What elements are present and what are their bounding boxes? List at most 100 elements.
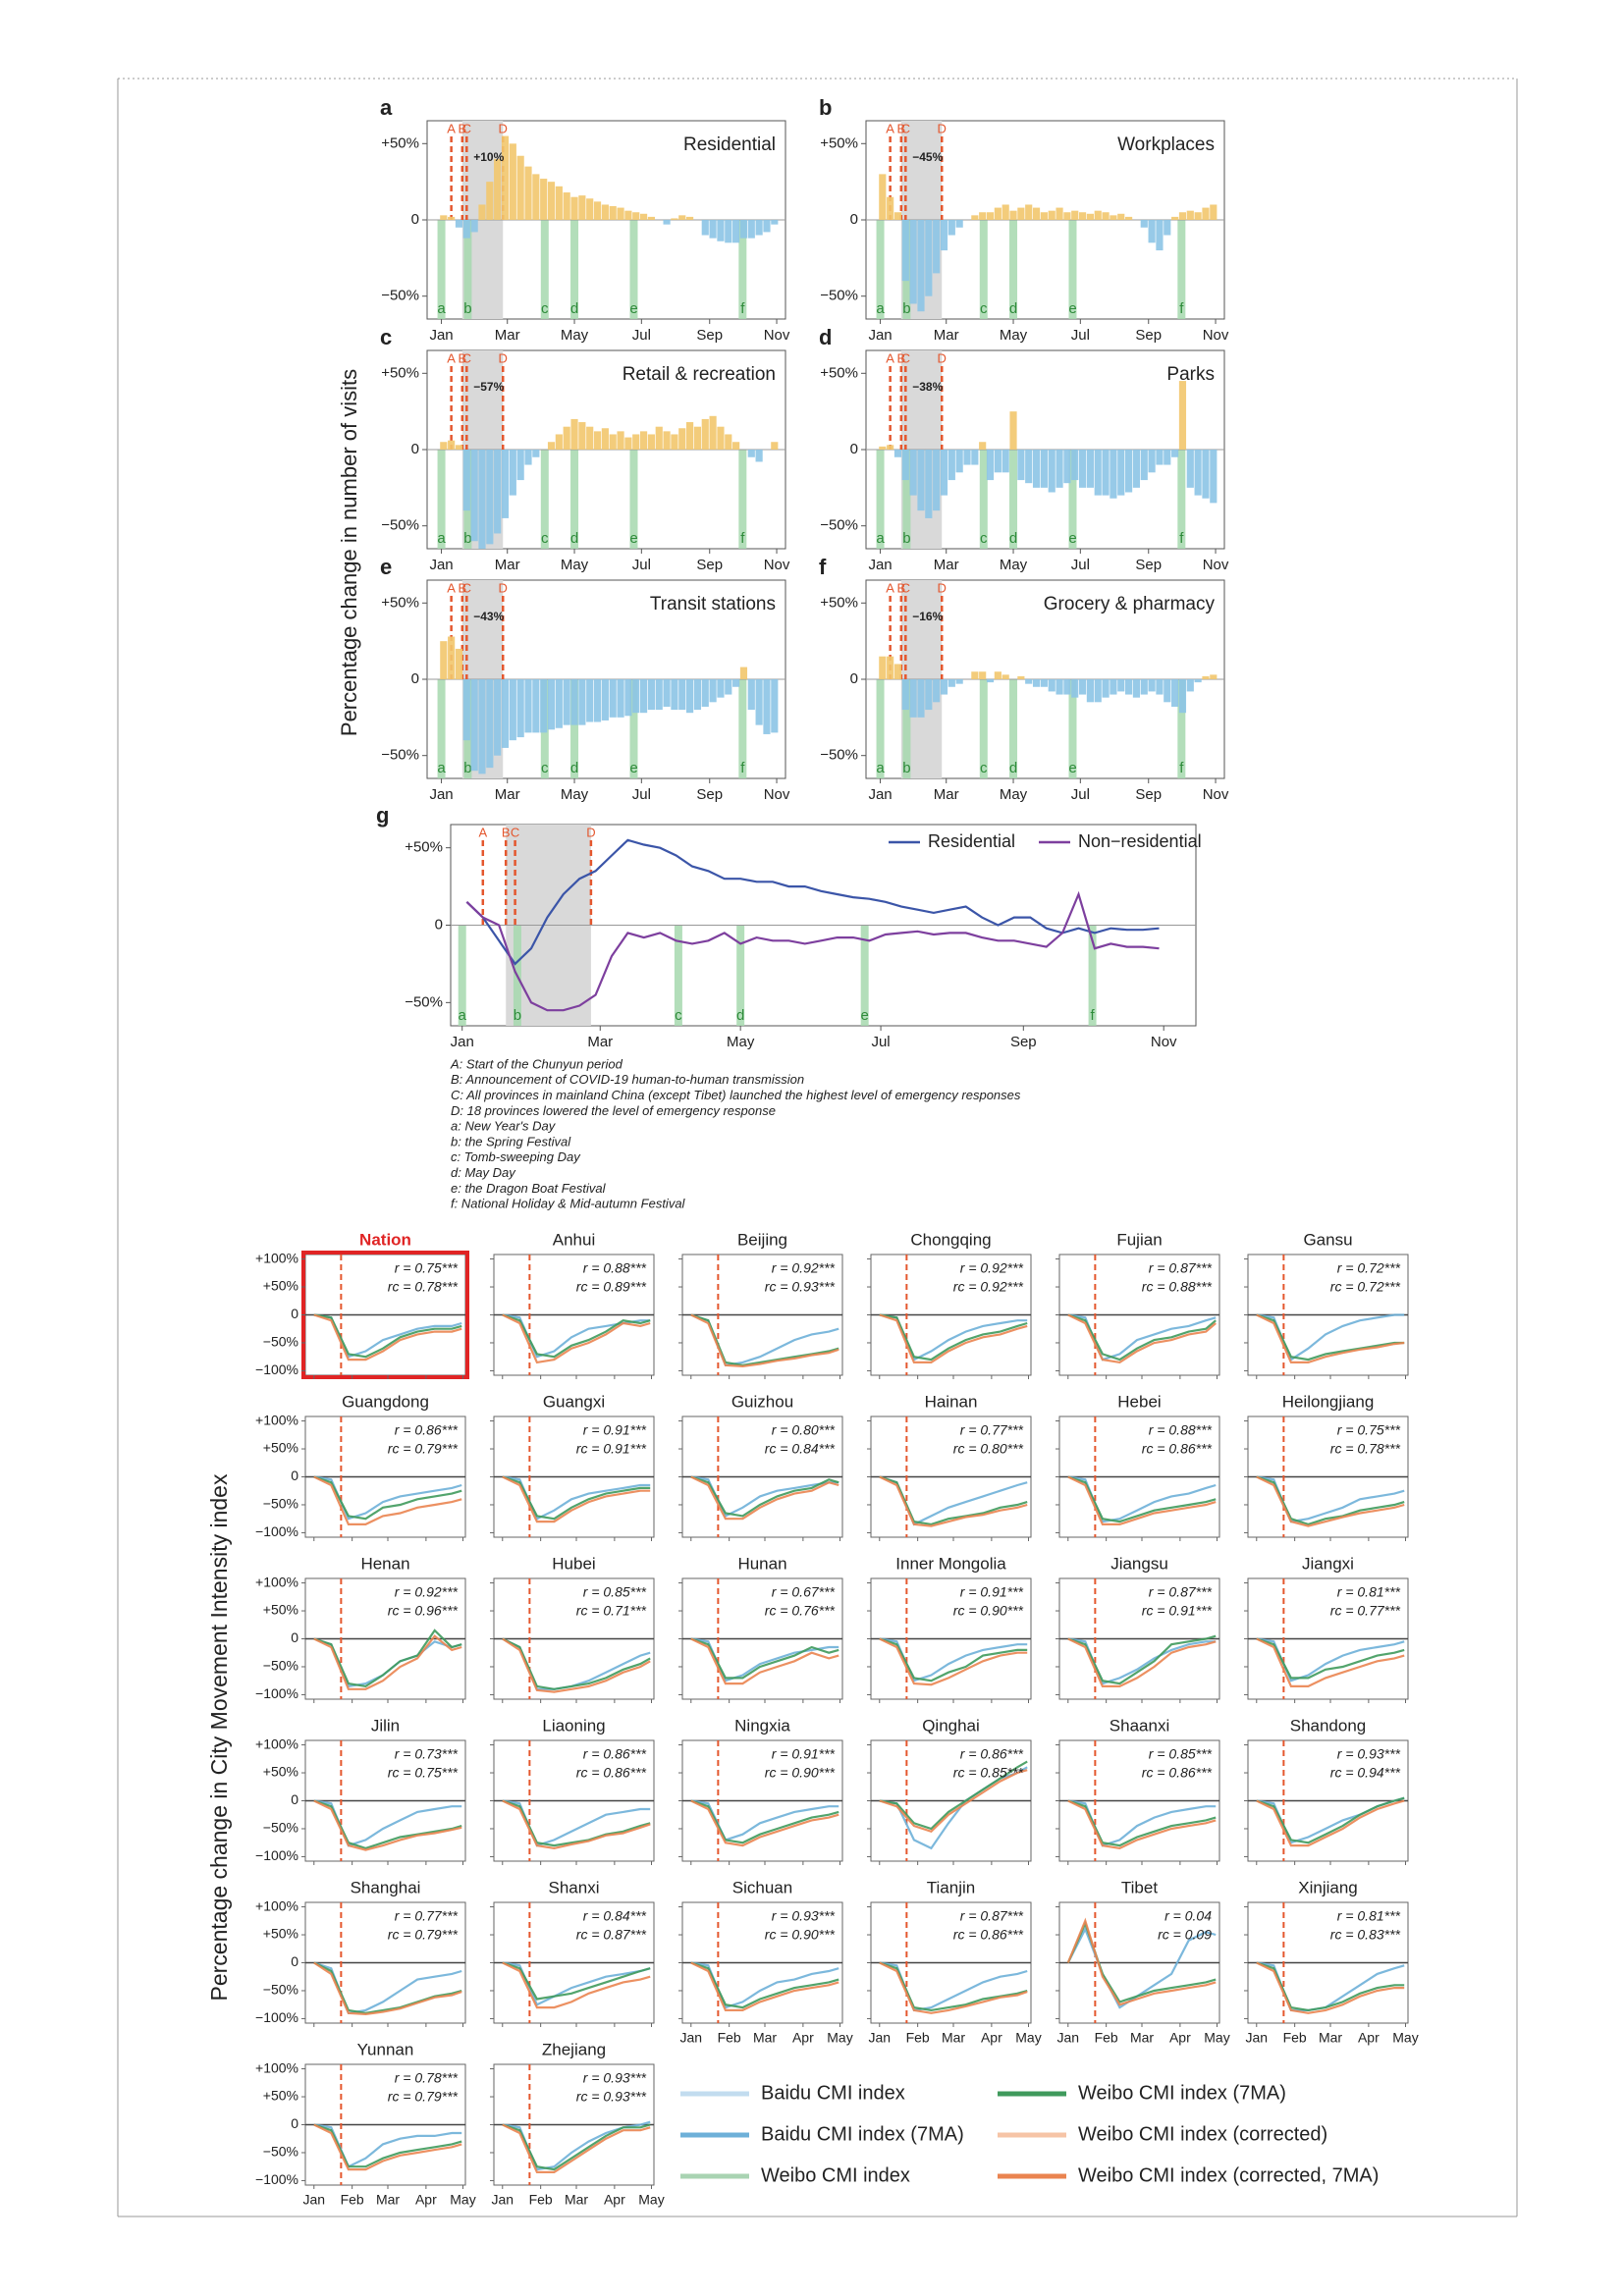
y-tick-label: −50%	[381, 517, 419, 534]
bar	[516, 679, 524, 738]
bar	[979, 671, 987, 679]
bar	[1048, 210, 1056, 220]
bar	[1178, 381, 1187, 450]
holiday-band	[738, 450, 747, 549]
series-line	[1256, 1637, 1405, 1680]
event-label: B	[896, 121, 905, 135]
panel-title: Gansu	[1303, 1230, 1352, 1249]
y-tick-label: 0	[291, 1468, 298, 1483]
bar	[647, 434, 655, 450]
series-line	[502, 2123, 651, 2171]
y-tick-label: +100%	[255, 1574, 298, 1589]
bar	[933, 450, 941, 511]
bar	[686, 216, 694, 220]
x-tick-label: Jan	[868, 557, 892, 573]
x-tick-label: Sep	[696, 327, 723, 344]
bar	[717, 679, 725, 698]
holiday-band	[1068, 450, 1077, 549]
panel-title: Sichuan	[732, 1878, 792, 1896]
bar	[578, 195, 586, 220]
bar	[563, 679, 570, 725]
holiday-label: d	[1009, 760, 1017, 776]
y-tick-label: +50%	[381, 594, 419, 611]
bar	[671, 679, 678, 711]
bar	[524, 450, 532, 465]
x-tick-label: Jul	[1071, 786, 1090, 803]
bar	[555, 434, 563, 450]
y-tick-label: 0	[850, 670, 858, 687]
panel-title: Anhui	[553, 1230, 595, 1249]
bar	[940, 450, 948, 496]
series-line	[1066, 1917, 1217, 2006]
bar	[747, 450, 755, 457]
bar	[462, 450, 470, 511]
bar	[725, 679, 732, 695]
panel-title: Shandong	[1290, 1716, 1367, 1735]
holiday-label: b	[463, 760, 471, 776]
series-line	[690, 1475, 839, 1518]
panel-title: Hainan	[925, 1392, 978, 1411]
x-tick-label: Mar	[1319, 2030, 1342, 2046]
r-label: r = 0.72***	[1337, 1260, 1401, 1276]
event-label: A	[447, 350, 456, 365]
holiday-band	[979, 220, 988, 319]
bar	[1056, 207, 1063, 220]
bar	[455, 648, 463, 679]
bar	[678, 215, 686, 220]
bar	[1194, 212, 1202, 220]
bar	[478, 679, 486, 774]
panel-annotation: +10%	[473, 150, 504, 164]
holiday-label: b	[463, 530, 471, 547]
series-line	[1256, 1313, 1405, 1362]
panel-title: Heilongjiang	[1282, 1392, 1375, 1411]
bar	[1086, 450, 1094, 488]
y-tick-label: −100%	[255, 1847, 298, 1863]
rc-label: rc = 0.86***	[576, 1765, 647, 1781]
series-line	[879, 1637, 1028, 1682]
holiday-band	[1009, 679, 1018, 778]
bar	[532, 679, 540, 733]
bar	[486, 450, 494, 545]
bar	[893, 212, 902, 220]
x-tick-label: Feb	[1095, 2030, 1118, 2046]
bar	[1125, 216, 1133, 220]
x-tick-label: Nov	[1203, 786, 1229, 803]
panel-annotation: −45%	[912, 150, 943, 164]
bar	[671, 218, 678, 220]
holiday-label: b	[514, 1007, 521, 1024]
x-tick-label: Apr	[604, 2192, 625, 2208]
bar	[947, 450, 955, 481]
bar	[701, 679, 709, 707]
bar	[1171, 679, 1179, 707]
x-tick-label: Sep	[1135, 557, 1162, 573]
holiday-label: a	[459, 1007, 467, 1024]
y-tick-label: +50%	[820, 364, 858, 381]
event-label: C	[462, 121, 471, 135]
panel-title: Zhejiang	[542, 2040, 606, 2058]
rc-label: rc = 0.90***	[953, 1603, 1024, 1619]
rc-label: rc = 0.89***	[576, 1279, 647, 1295]
bar	[624, 679, 632, 717]
bar	[578, 422, 586, 450]
holiday-band	[540, 450, 549, 549]
legend-label: Weibo CMI index (corrected, 7MA)	[1078, 2164, 1379, 2186]
bar	[1148, 679, 1156, 692]
bar	[893, 450, 902, 457]
rc-label: rc = 0.71***	[576, 1603, 647, 1619]
y-tick-label: +50%	[381, 364, 419, 381]
rc-label: rc = 0.78***	[1330, 1441, 1401, 1457]
bar	[494, 450, 502, 534]
x-tick-label: Mar	[934, 327, 959, 344]
y-tick-label: −50%	[263, 1658, 298, 1674]
series-line	[313, 1475, 462, 1521]
panel-title: Beijing	[737, 1230, 787, 1249]
bar	[1063, 679, 1071, 695]
panel-title: Workplaces	[1117, 134, 1215, 155]
bar	[455, 445, 463, 450]
series-line	[502, 1799, 651, 1847]
bar	[547, 182, 556, 220]
bar	[1017, 207, 1025, 220]
r-label: r = 0.92***	[960, 1260, 1024, 1276]
bar	[1094, 210, 1102, 220]
holiday-band	[902, 679, 911, 778]
